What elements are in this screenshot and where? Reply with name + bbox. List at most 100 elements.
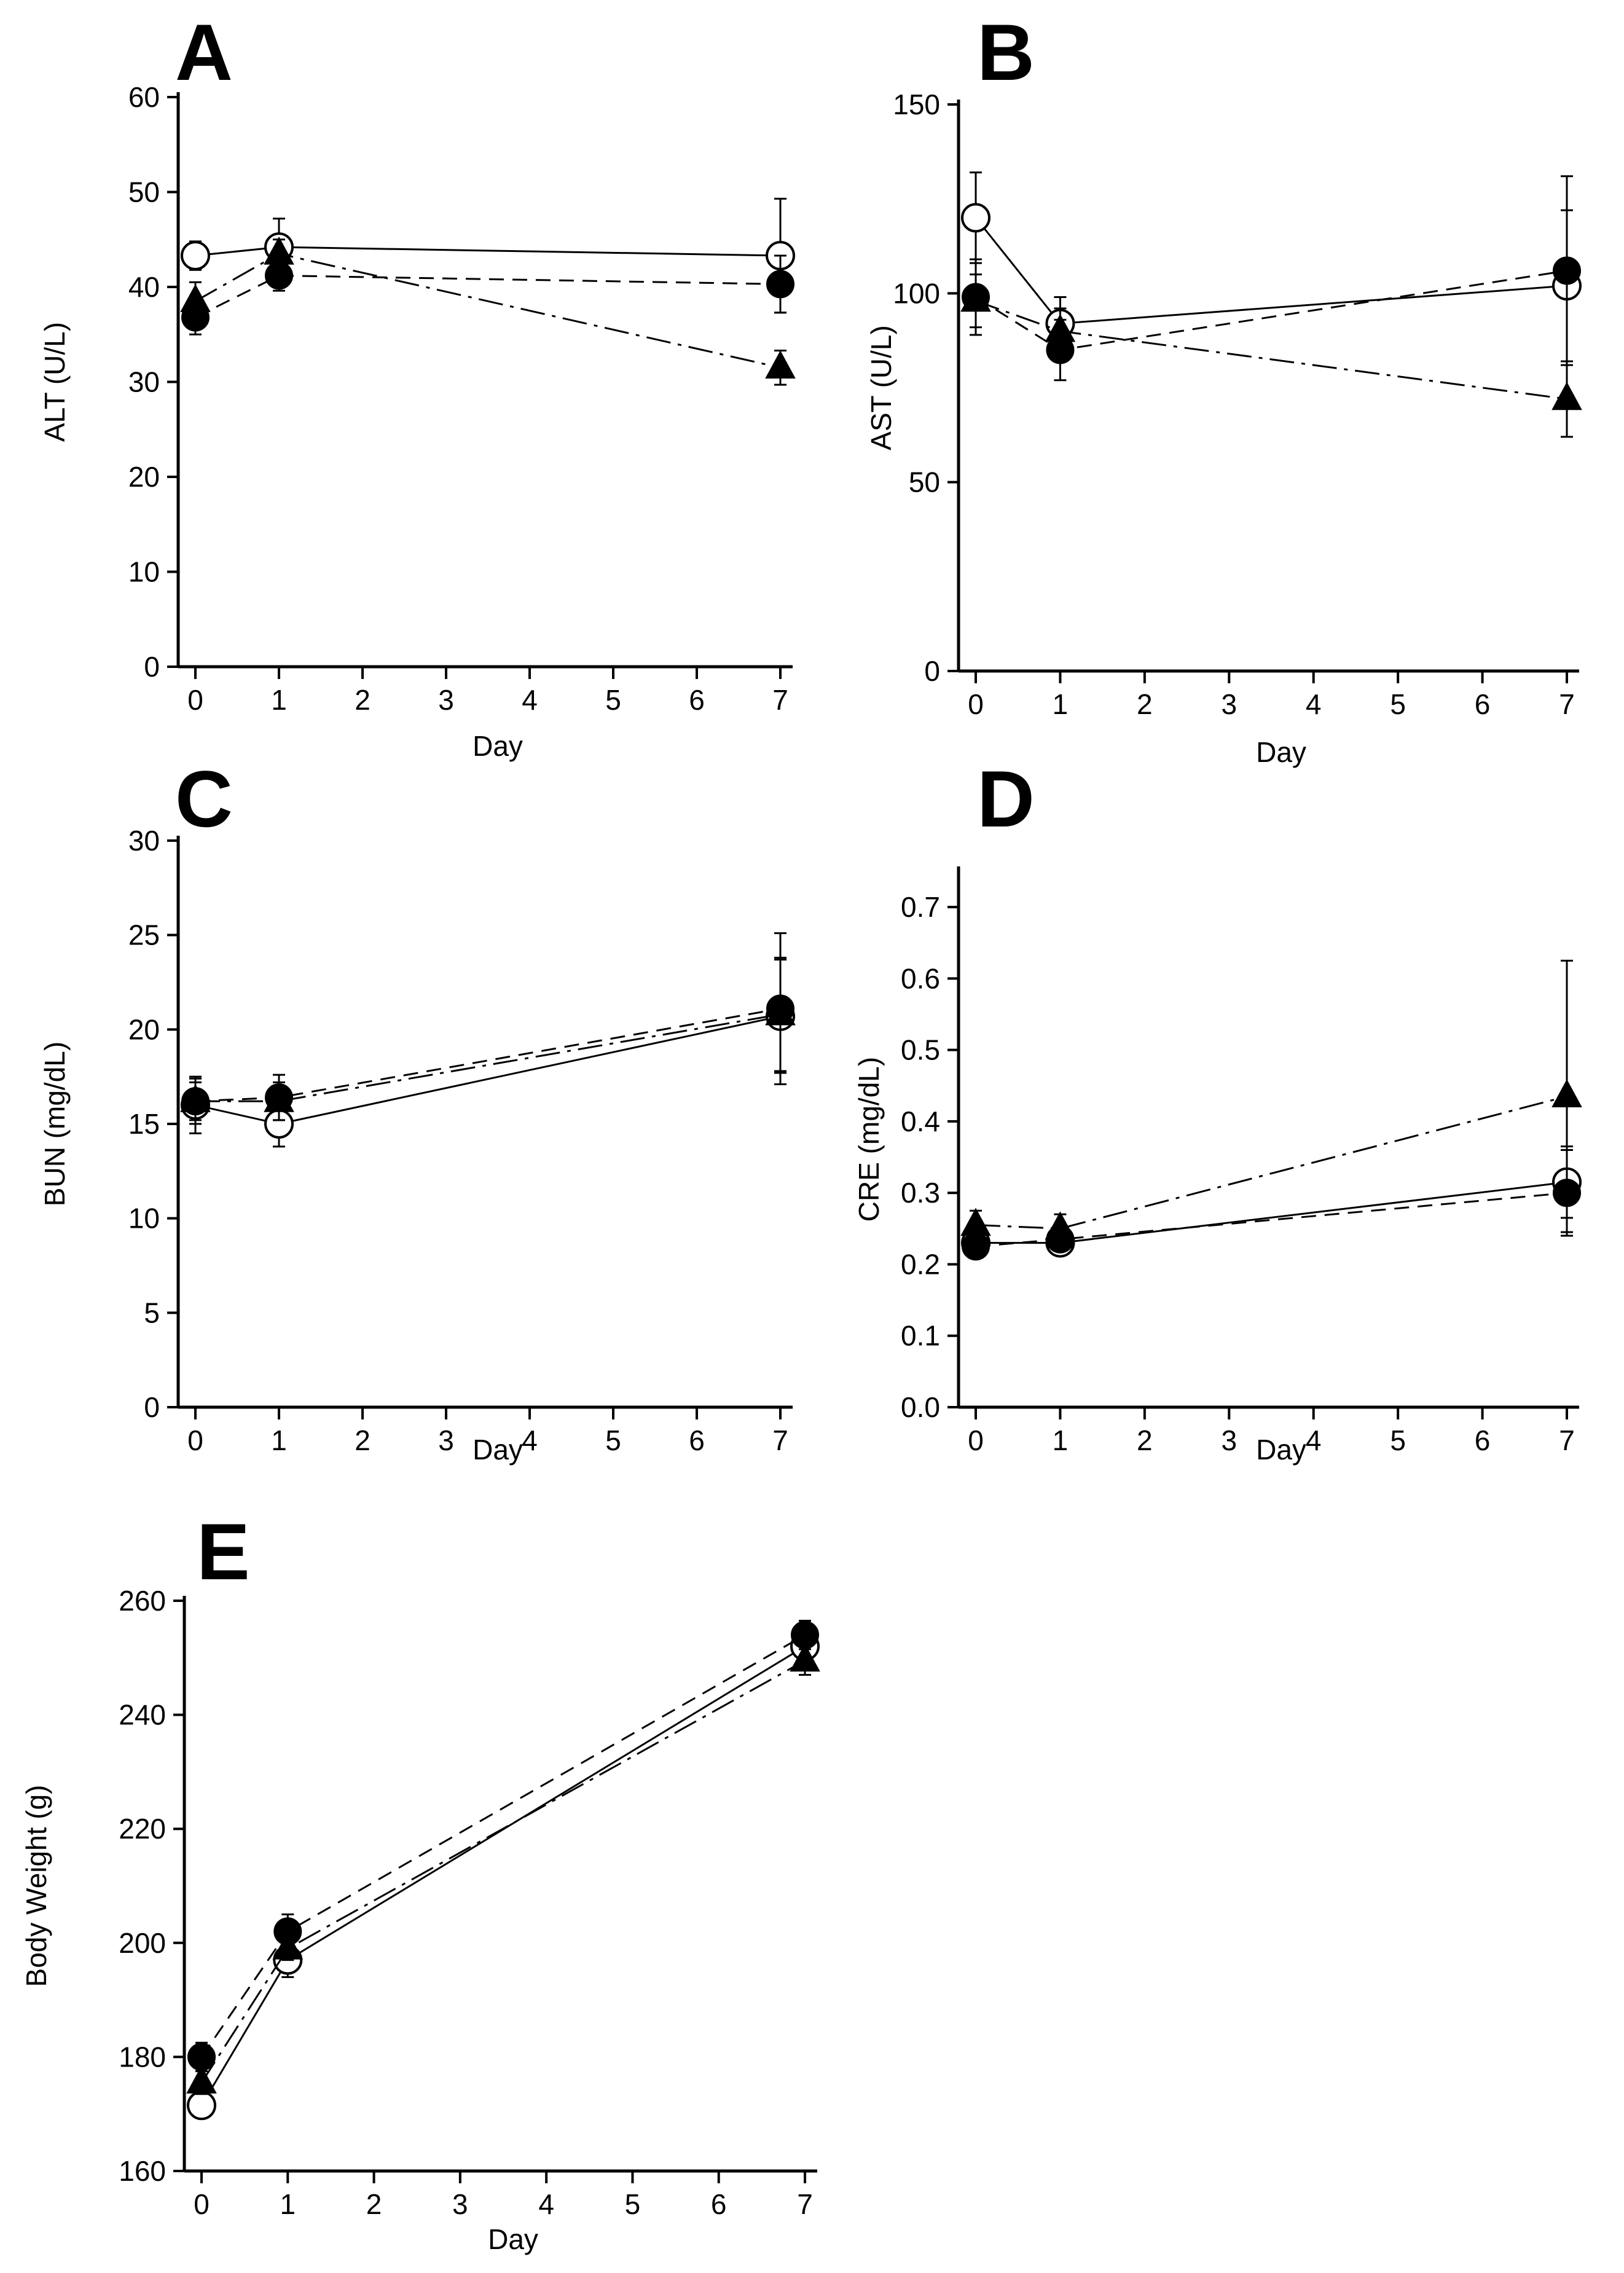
data-point	[180, 1084, 211, 1112]
series-filled-triangle	[960, 959, 1582, 1244]
y-tick-label: 200	[119, 1927, 166, 1959]
y-tick-label: 260	[119, 1585, 166, 1617]
y-tick-label: 0	[144, 651, 160, 683]
series-filled-triangle	[186, 1643, 820, 2095]
x-tick-label: 0	[187, 684, 203, 716]
series-filled-triangle	[960, 273, 1582, 438]
x-tick-label: 0	[968, 1424, 984, 1456]
data-point	[765, 350, 796, 379]
data-point	[187, 2090, 216, 2121]
y-tick-label: 15	[128, 1108, 160, 1140]
y-tick-label: 150	[893, 88, 940, 120]
x-tick-label: 6	[689, 1424, 705, 1456]
series-filled-triangle	[180, 236, 796, 386]
x-tick-label: 3	[1221, 1424, 1237, 1456]
x-tick-label: 2	[355, 1424, 371, 1456]
y-tick-label: 180	[119, 2041, 166, 2073]
y-tick-label: 20	[128, 1013, 160, 1045]
x-tick-label: 5	[605, 684, 621, 716]
data-point	[1045, 313, 1076, 342]
y-axis-title: BUN (mg/dL)	[39, 1042, 71, 1206]
panel-c: C 0 5 10 15 20 25 30 0 1 2 3 4 5 6 7 Day BUN (mg/dL)	[39, 754, 796, 1466]
y-tick-label: 20	[128, 461, 160, 493]
x-axis-title: Day	[473, 1434, 523, 1466]
data-point	[960, 1207, 991, 1236]
x-tick-label: 2	[1137, 1424, 1153, 1456]
data-point	[180, 284, 211, 312]
x-tick-label: 4	[538, 2188, 554, 2220]
data-point	[272, 1931, 304, 1960]
x-tick-label: 4	[522, 684, 538, 716]
series-line	[975, 1095, 1567, 1230]
data-point	[766, 270, 794, 299]
y-tick-label: 0.6	[901, 962, 940, 994]
y-tick-label: 30	[128, 825, 160, 857]
data-point	[1553, 256, 1581, 285]
series-filled-circle	[962, 175, 1581, 382]
data-point	[1045, 1211, 1076, 1240]
x-tick-label: 1	[280, 2188, 296, 2220]
panel-letter: D	[977, 754, 1035, 844]
y-tick-label: 40	[128, 271, 160, 303]
y-tick-label: 0	[144, 1391, 160, 1423]
series-line	[200, 1660, 806, 2084]
y-tick-label: 0	[924, 655, 940, 687]
data-point	[264, 236, 294, 265]
x-tick-label: 4	[1306, 1424, 1322, 1456]
y-tick-label: 30	[128, 366, 160, 398]
series-filled-triangle	[180, 957, 796, 1121]
x-axis-title: Day	[473, 730, 523, 762]
y-axis-title: ALT (U/L)	[39, 322, 71, 442]
y-tick-label: 5	[144, 1297, 160, 1329]
x-tick-label: 6	[1475, 1424, 1491, 1456]
y-tick-label: 0.5	[901, 1034, 940, 1066]
y-tick-label: 100	[893, 277, 940, 309]
x-axis-title: Day	[1256, 736, 1306, 768]
series-filled-circle	[187, 1619, 819, 2073]
panel-letter: C	[175, 754, 233, 844]
y-tick-label: 0.7	[901, 891, 940, 923]
x-tick-label: 1	[271, 1424, 287, 1456]
y-axis-title: CRE (mg/dL)	[853, 1057, 885, 1222]
panel-b: B 0 50 100 150 0 1 2 3 4 5 6 7 Day AST (U/L)	[865, 7, 1582, 768]
x-axis-title: Day	[1256, 1434, 1306, 1466]
y-tick-label: 240	[119, 1699, 166, 1731]
x-tick-label: 6	[1475, 688, 1491, 720]
x-tick-label: 1	[1053, 1424, 1069, 1456]
y-tick-label: 10	[128, 556, 160, 588]
x-tick-label: 0	[968, 688, 984, 720]
series-open-circle	[181, 959, 795, 1148]
x-tick-label: 6	[711, 2188, 727, 2220]
data-point	[960, 283, 991, 312]
y-tick-label: 0.4	[901, 1105, 940, 1137]
y-tick-label: 60	[128, 81, 160, 113]
x-tick-label: 7	[797, 2188, 813, 2220]
x-tick-label: 4	[1306, 688, 1322, 720]
y-tick-label: 0.1	[901, 1320, 940, 1352]
data-point	[264, 1084, 294, 1112]
data-point	[1551, 382, 1582, 410]
data-point	[186, 2065, 217, 2094]
x-tick-label: 3	[438, 684, 454, 716]
x-tick-label: 3	[438, 1424, 454, 1456]
x-tick-label: 7	[1559, 688, 1575, 720]
x-tick-label: 2	[366, 2188, 382, 2220]
x-tick-label: 5	[1390, 688, 1406, 720]
x-tick-label: 7	[1559, 1424, 1575, 1456]
series-line	[200, 1645, 806, 2106]
series-open-circle	[187, 1628, 820, 2121]
data-point	[765, 997, 796, 1026]
x-tick-label: 0	[194, 2188, 210, 2220]
x-tick-label: 1	[271, 684, 287, 716]
x-tick-label: 0	[187, 1424, 203, 1456]
y-tick-label: 25	[128, 919, 160, 951]
data-point	[1551, 1079, 1582, 1107]
x-tick-label: 4	[522, 1424, 538, 1456]
data-point	[790, 1643, 820, 1672]
x-tick-label: 2	[355, 684, 371, 716]
data-point	[181, 241, 210, 271]
y-tick-label: 10	[128, 1203, 160, 1235]
y-tick-label: 220	[119, 1813, 166, 1845]
x-tick-label: 5	[625, 2188, 641, 2220]
